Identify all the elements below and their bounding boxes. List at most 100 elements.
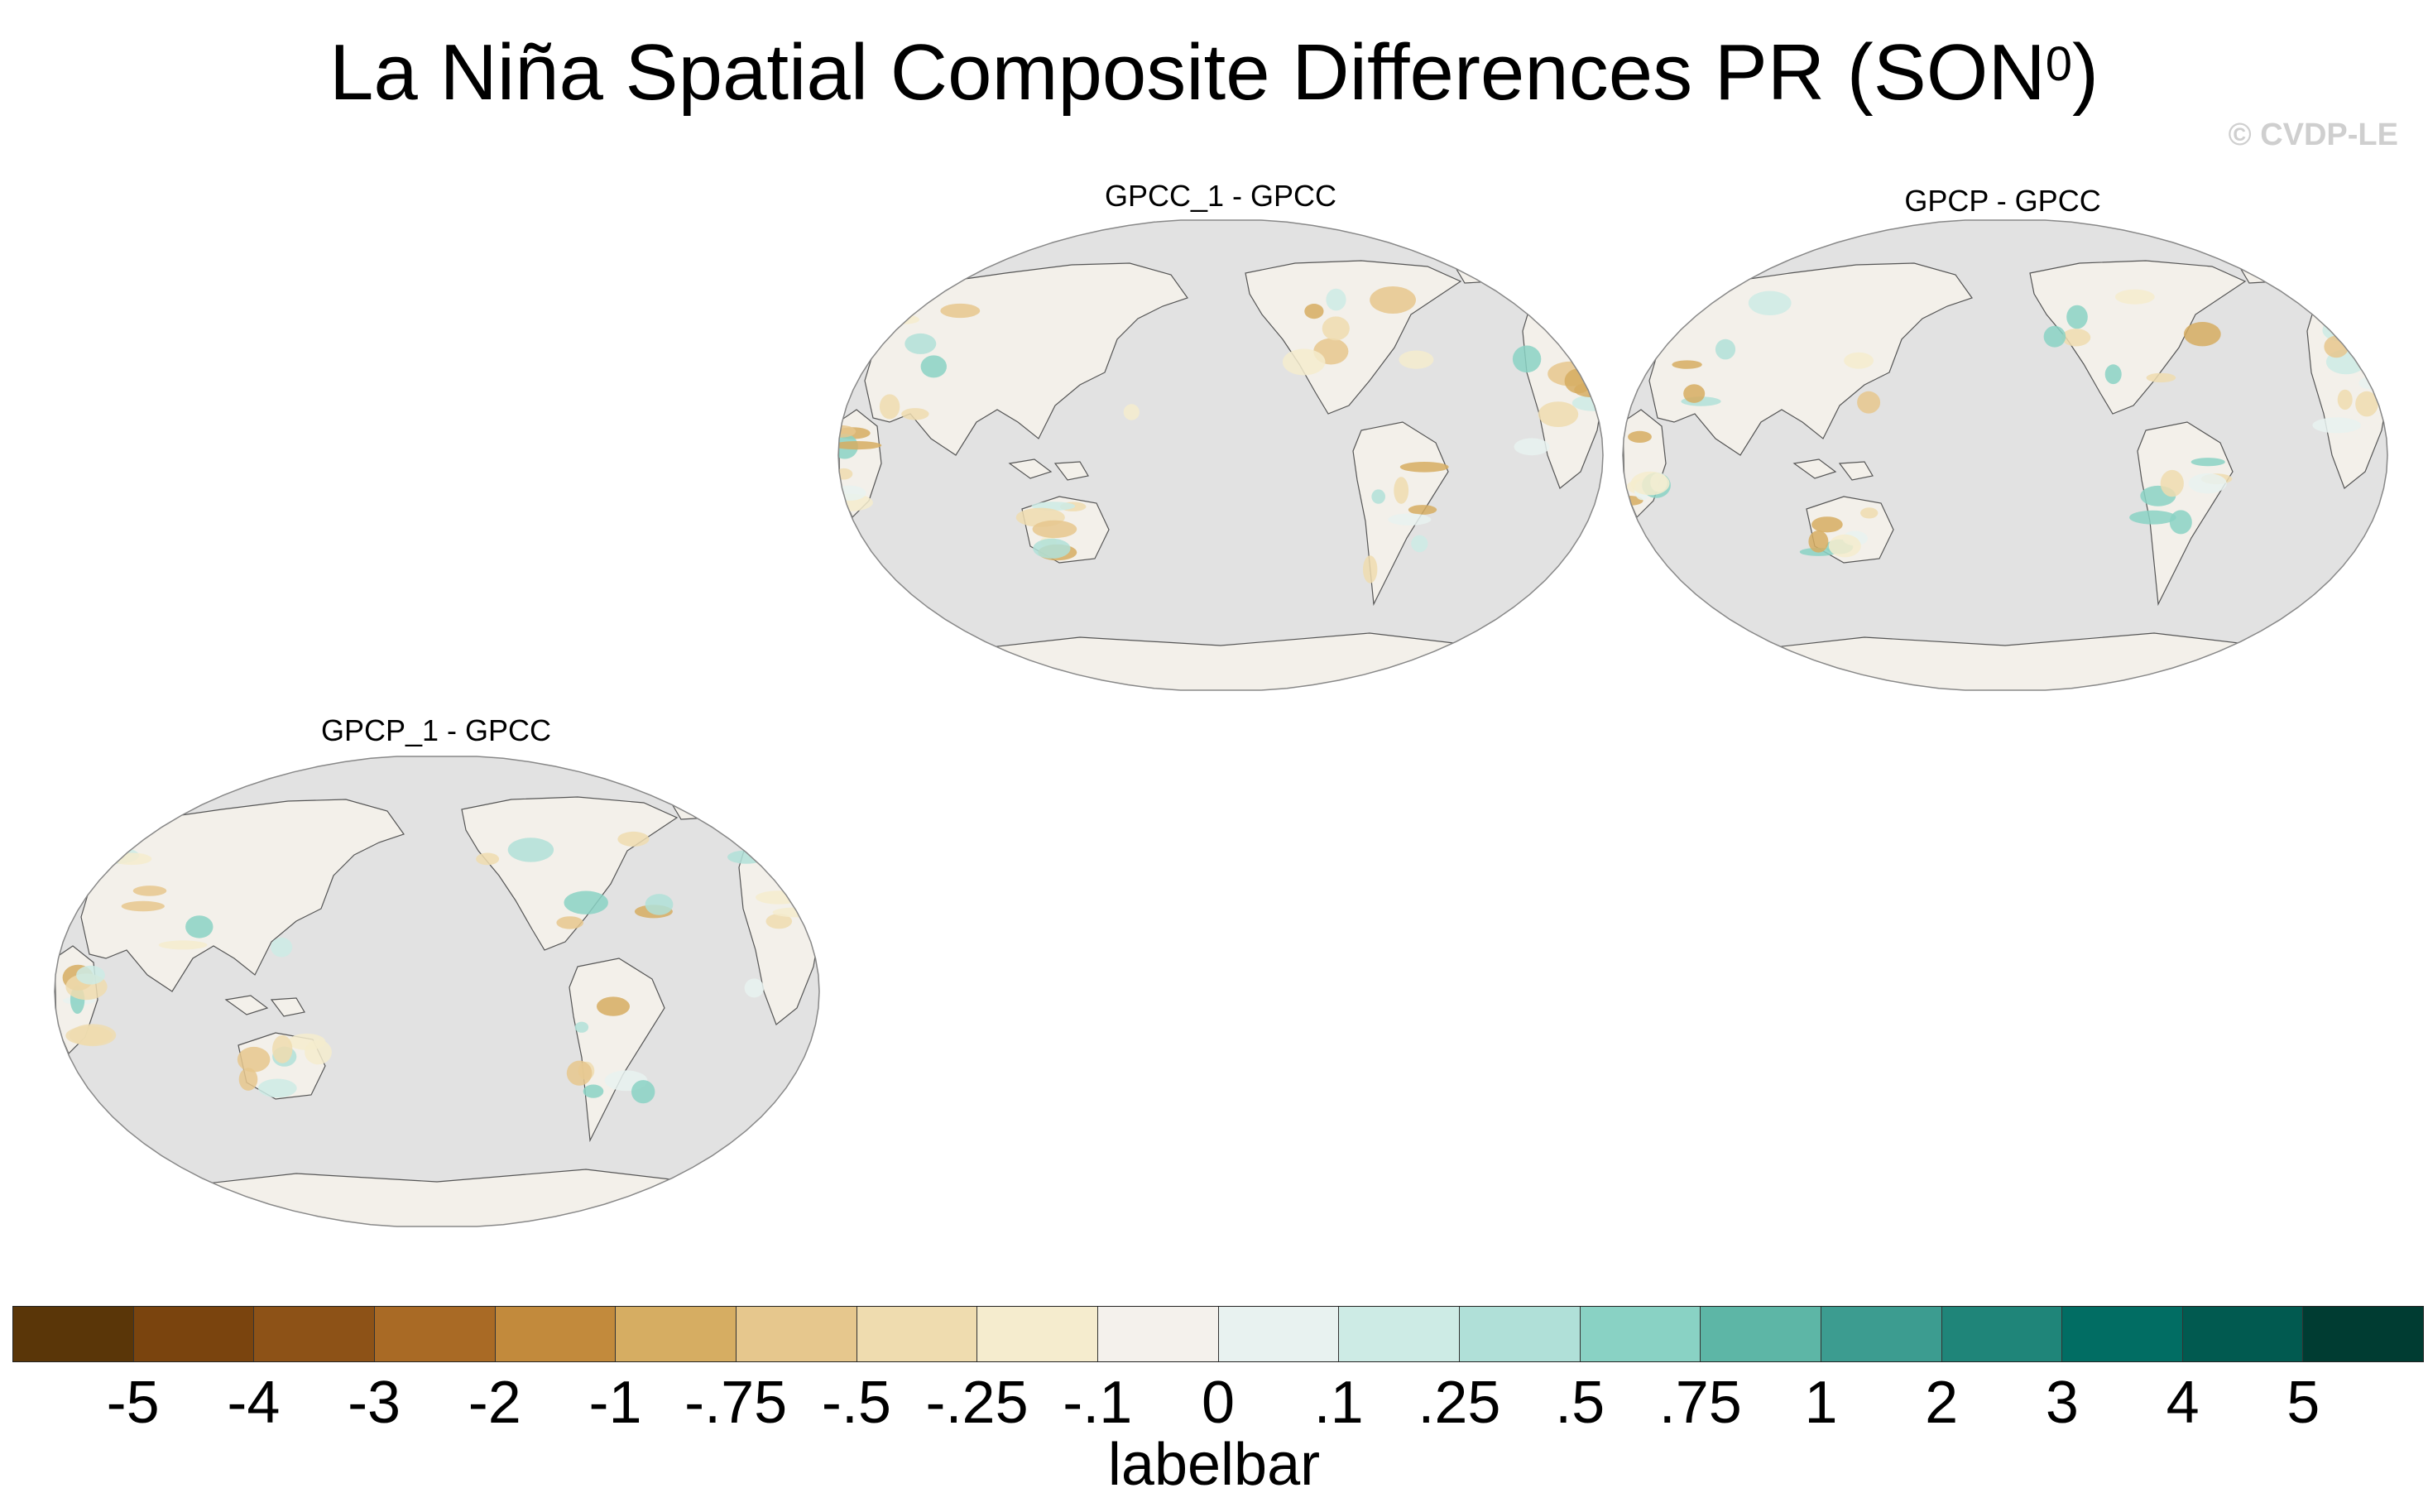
colorbar-swatch xyxy=(374,1307,496,1361)
map-border xyxy=(54,756,820,1227)
anomaly-patch xyxy=(1683,384,1706,403)
anomaly-patch xyxy=(1628,430,1652,443)
anomaly-patch xyxy=(2312,417,2361,434)
anomaly-patch xyxy=(1844,352,1874,369)
colorbar xyxy=(12,1306,2424,1362)
colorbar-swatch xyxy=(133,1307,255,1361)
colorbar-swatch xyxy=(2182,1307,2304,1361)
colorbar-tick-label: .25 xyxy=(1418,1370,1501,1436)
panel-title-gpcp: GPCP - GPCC xyxy=(1904,184,2101,218)
anomaly-patch xyxy=(556,916,583,929)
land-mass xyxy=(1648,262,1973,456)
colorbar-tick-label: -4 xyxy=(227,1370,281,1436)
colorbar-swatch xyxy=(495,1307,617,1361)
anomaly-patch xyxy=(1715,338,1736,360)
anomaly-patch xyxy=(801,838,819,858)
anomaly-patch xyxy=(1860,507,1879,519)
colorbar-tick-label: 1 xyxy=(1804,1370,1838,1436)
anomaly-patch xyxy=(1808,530,1829,553)
anomaly-patch xyxy=(1514,438,1550,456)
anomaly-patch xyxy=(1394,477,1409,504)
colorbar-swatch xyxy=(254,1307,375,1361)
anomaly-patch xyxy=(2129,510,2176,525)
anomaly-patch xyxy=(940,303,981,319)
colorbar-swatch xyxy=(1941,1307,2063,1361)
anomaly-patch xyxy=(1304,304,1324,319)
anomaly-patch xyxy=(1371,489,1385,504)
anomaly-patch xyxy=(2146,372,2176,383)
anomaly-patch xyxy=(132,886,167,896)
anomaly-patch xyxy=(1748,290,1792,315)
anomaly-patch xyxy=(305,1039,332,1065)
anomaly-patch xyxy=(631,1080,655,1104)
anomaly-patch xyxy=(1370,286,1416,314)
anomaly-patch xyxy=(920,355,947,378)
anomaly-patch xyxy=(891,314,919,324)
colorbar-tick-label: -.25 xyxy=(925,1370,1029,1436)
anomaly-patch xyxy=(238,1068,258,1091)
anomaly-patch xyxy=(2337,389,2353,410)
panel-title-gpcp1: GPCP_1 - GPCC xyxy=(320,713,552,747)
anomaly-patch xyxy=(1033,538,1071,559)
colorbar-tick-label: -5 xyxy=(106,1370,160,1436)
colorbar-tick-label: .75 xyxy=(1658,1370,1742,1436)
anomaly-patch xyxy=(476,852,500,866)
colorbar-swatch xyxy=(2062,1307,2183,1361)
colorbar-swatch xyxy=(1821,1307,1942,1361)
colorbar-tick-label: 5 xyxy=(2286,1370,2320,1436)
colorbar-tick-label: 2 xyxy=(1925,1370,1959,1436)
anomaly-patch xyxy=(2322,319,2356,342)
anomaly-patch xyxy=(158,940,208,950)
anomaly-patch xyxy=(1032,520,1077,539)
colorbar-tick-label: -.5 xyxy=(821,1370,891,1436)
colorbar-swatch xyxy=(1339,1307,1460,1361)
colorbar-swatch xyxy=(1580,1307,1701,1361)
anomaly-patch xyxy=(1538,401,1579,427)
map-gpcc1-minus-gpcc xyxy=(837,219,1604,691)
anomaly-patch xyxy=(1411,535,1428,553)
colorbar-title: labelbar xyxy=(1107,1432,1321,1498)
anomaly-patch xyxy=(271,937,293,958)
anomaly-patch xyxy=(2160,469,2184,497)
anomaly-patch xyxy=(2114,289,2155,305)
colorbar-tick-label: 0 xyxy=(1201,1370,1236,1436)
colorbar-swatch xyxy=(1459,1307,1581,1361)
title-text: La Niña Spatial Composite Differences PR… xyxy=(329,28,2046,117)
anomaly-patch xyxy=(2183,322,2221,347)
title-close: ) xyxy=(2072,28,2099,117)
anomaly-patch xyxy=(879,394,900,420)
anomaly-patch xyxy=(1282,348,1326,376)
title-superscript: 0 xyxy=(2045,37,2073,91)
anomaly-patch xyxy=(1408,505,1437,515)
anomaly-patch xyxy=(2043,325,2066,348)
anomaly-patch xyxy=(1857,391,1881,414)
anomaly-patch xyxy=(272,1034,293,1063)
colorbar-swatch xyxy=(1218,1307,1340,1361)
anomaly-patch xyxy=(777,850,810,875)
anomaly-patch xyxy=(566,1060,593,1086)
anomaly-patch xyxy=(2190,458,2225,467)
anomaly-patch xyxy=(1672,360,1702,369)
anomaly-patch xyxy=(756,890,803,905)
anomaly-patch xyxy=(765,914,793,929)
anomaly-patch xyxy=(838,468,853,480)
anomaly-patch xyxy=(901,408,929,420)
map-gpcp1-minus-gpcc xyxy=(54,756,820,1227)
map-gpcp-minus-gpcc xyxy=(1622,219,2388,691)
colorbar-swatch xyxy=(2303,1307,2424,1361)
colorbar-tick-label: 4 xyxy=(2166,1370,2200,1436)
colorbar-swatch xyxy=(977,1307,1098,1361)
anomaly-patch xyxy=(838,485,866,501)
figure-title: La Niña Spatial Composite Differences PR… xyxy=(0,23,2428,122)
anomaly-patch xyxy=(185,915,214,938)
land-mass xyxy=(1008,458,1089,481)
colorbar-tick-label: .1 xyxy=(1313,1370,1364,1436)
anomaly-patch xyxy=(2169,510,2192,535)
anomaly-patch xyxy=(617,831,650,847)
anomaly-patch xyxy=(744,978,765,998)
land-mass xyxy=(224,995,305,1017)
anomaly-patch xyxy=(597,996,630,1016)
anomaly-patch xyxy=(257,1078,297,1098)
colorbar-tick-label: .5 xyxy=(1555,1370,1605,1436)
anomaly-patch xyxy=(1326,288,1346,311)
